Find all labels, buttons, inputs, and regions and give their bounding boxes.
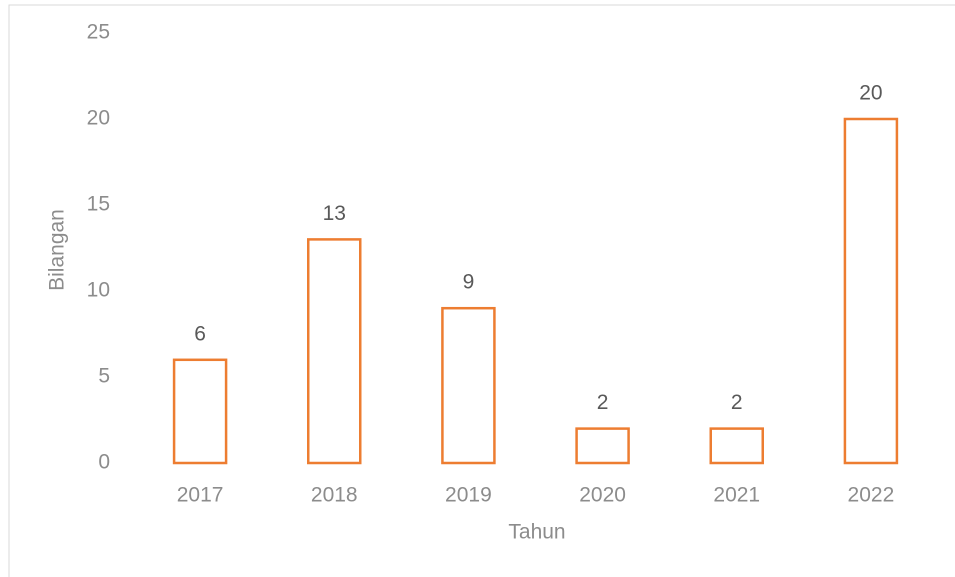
x-tick-label: 2022 xyxy=(848,484,895,507)
chart-border xyxy=(8,4,955,577)
data-label: 13 xyxy=(323,202,346,225)
x-tick-label: 2018 xyxy=(311,484,358,507)
y-tick-label: 25 xyxy=(87,21,110,44)
y-tick-label: 10 xyxy=(87,279,110,302)
bar xyxy=(843,117,899,465)
x-tick-label: 2019 xyxy=(445,484,492,507)
y-tick-label: 15 xyxy=(87,193,110,216)
y-tick-label: 20 xyxy=(87,107,110,130)
y-axis-label: Bilangan xyxy=(46,209,69,291)
data-label: 9 xyxy=(463,271,475,294)
bar xyxy=(441,306,496,465)
x-axis-label: Tahun xyxy=(508,521,565,544)
x-tick-label: 2017 xyxy=(177,484,224,507)
x-tick-label: 2020 xyxy=(579,484,626,507)
data-label: 2 xyxy=(731,391,743,414)
data-label: 20 xyxy=(859,82,882,105)
bar xyxy=(172,358,228,465)
bar xyxy=(709,427,764,465)
y-tick-label: 5 xyxy=(98,365,110,388)
bar xyxy=(575,427,630,465)
bar xyxy=(307,238,362,465)
data-label: 6 xyxy=(194,322,206,345)
x-tick-label: 2021 xyxy=(713,484,760,507)
y-tick-label: 0 xyxy=(98,451,110,474)
data-label: 2 xyxy=(597,391,609,414)
